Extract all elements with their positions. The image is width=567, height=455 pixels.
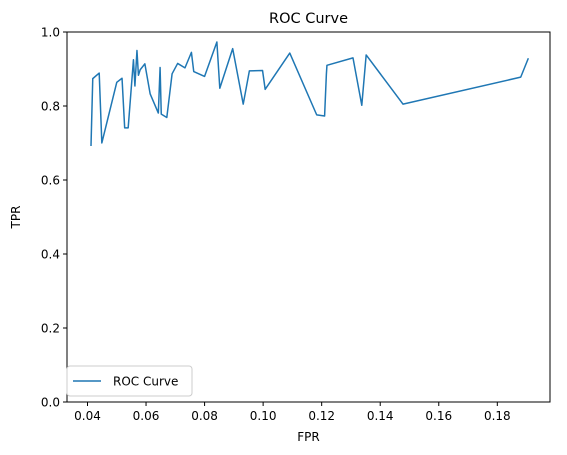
y-tick-label: 0.6 <box>41 174 60 188</box>
y-tick-label: 1.0 <box>41 26 60 40</box>
legend-box <box>66 365 193 397</box>
y-axis-label: TPR <box>9 206 23 230</box>
y-tick-label: 0.4 <box>41 248 60 262</box>
legend-label: ROC Curve <box>113 375 178 389</box>
x-tick-label: 0.18 <box>484 409 511 423</box>
x-tick-label: 0.12 <box>308 409 335 423</box>
chart-title: ROC Curve <box>269 11 348 27</box>
x-tick-label: 0.14 <box>367 409 394 423</box>
y-axis-ticks: 0.0 0.2 0.4 0.6 0.8 1.0 <box>41 26 67 410</box>
x-axis-label: FPR <box>297 430 319 444</box>
roc-curve-line <box>90 41 530 146</box>
x-axis-ticks: 0.04 0.06 0.08 0.10 0.12 0.14 0.16 0.18 <box>74 402 511 423</box>
y-tick-label: 0.8 <box>41 100 60 114</box>
x-tick-label: 0.08 <box>191 409 218 423</box>
plot-area <box>67 32 550 402</box>
x-tick-label: 0.10 <box>250 409 277 423</box>
x-tick-label: 0.16 <box>425 409 452 423</box>
x-tick-label: 0.06 <box>133 409 160 423</box>
legend: ROC Curve <box>66 365 193 397</box>
y-tick-label: 0.2 <box>41 322 60 336</box>
y-tick-label: 0.0 <box>41 396 60 410</box>
plot-frame <box>66 31 551 403</box>
x-tick-label: 0.04 <box>74 409 101 423</box>
series-layer <box>90 41 530 146</box>
